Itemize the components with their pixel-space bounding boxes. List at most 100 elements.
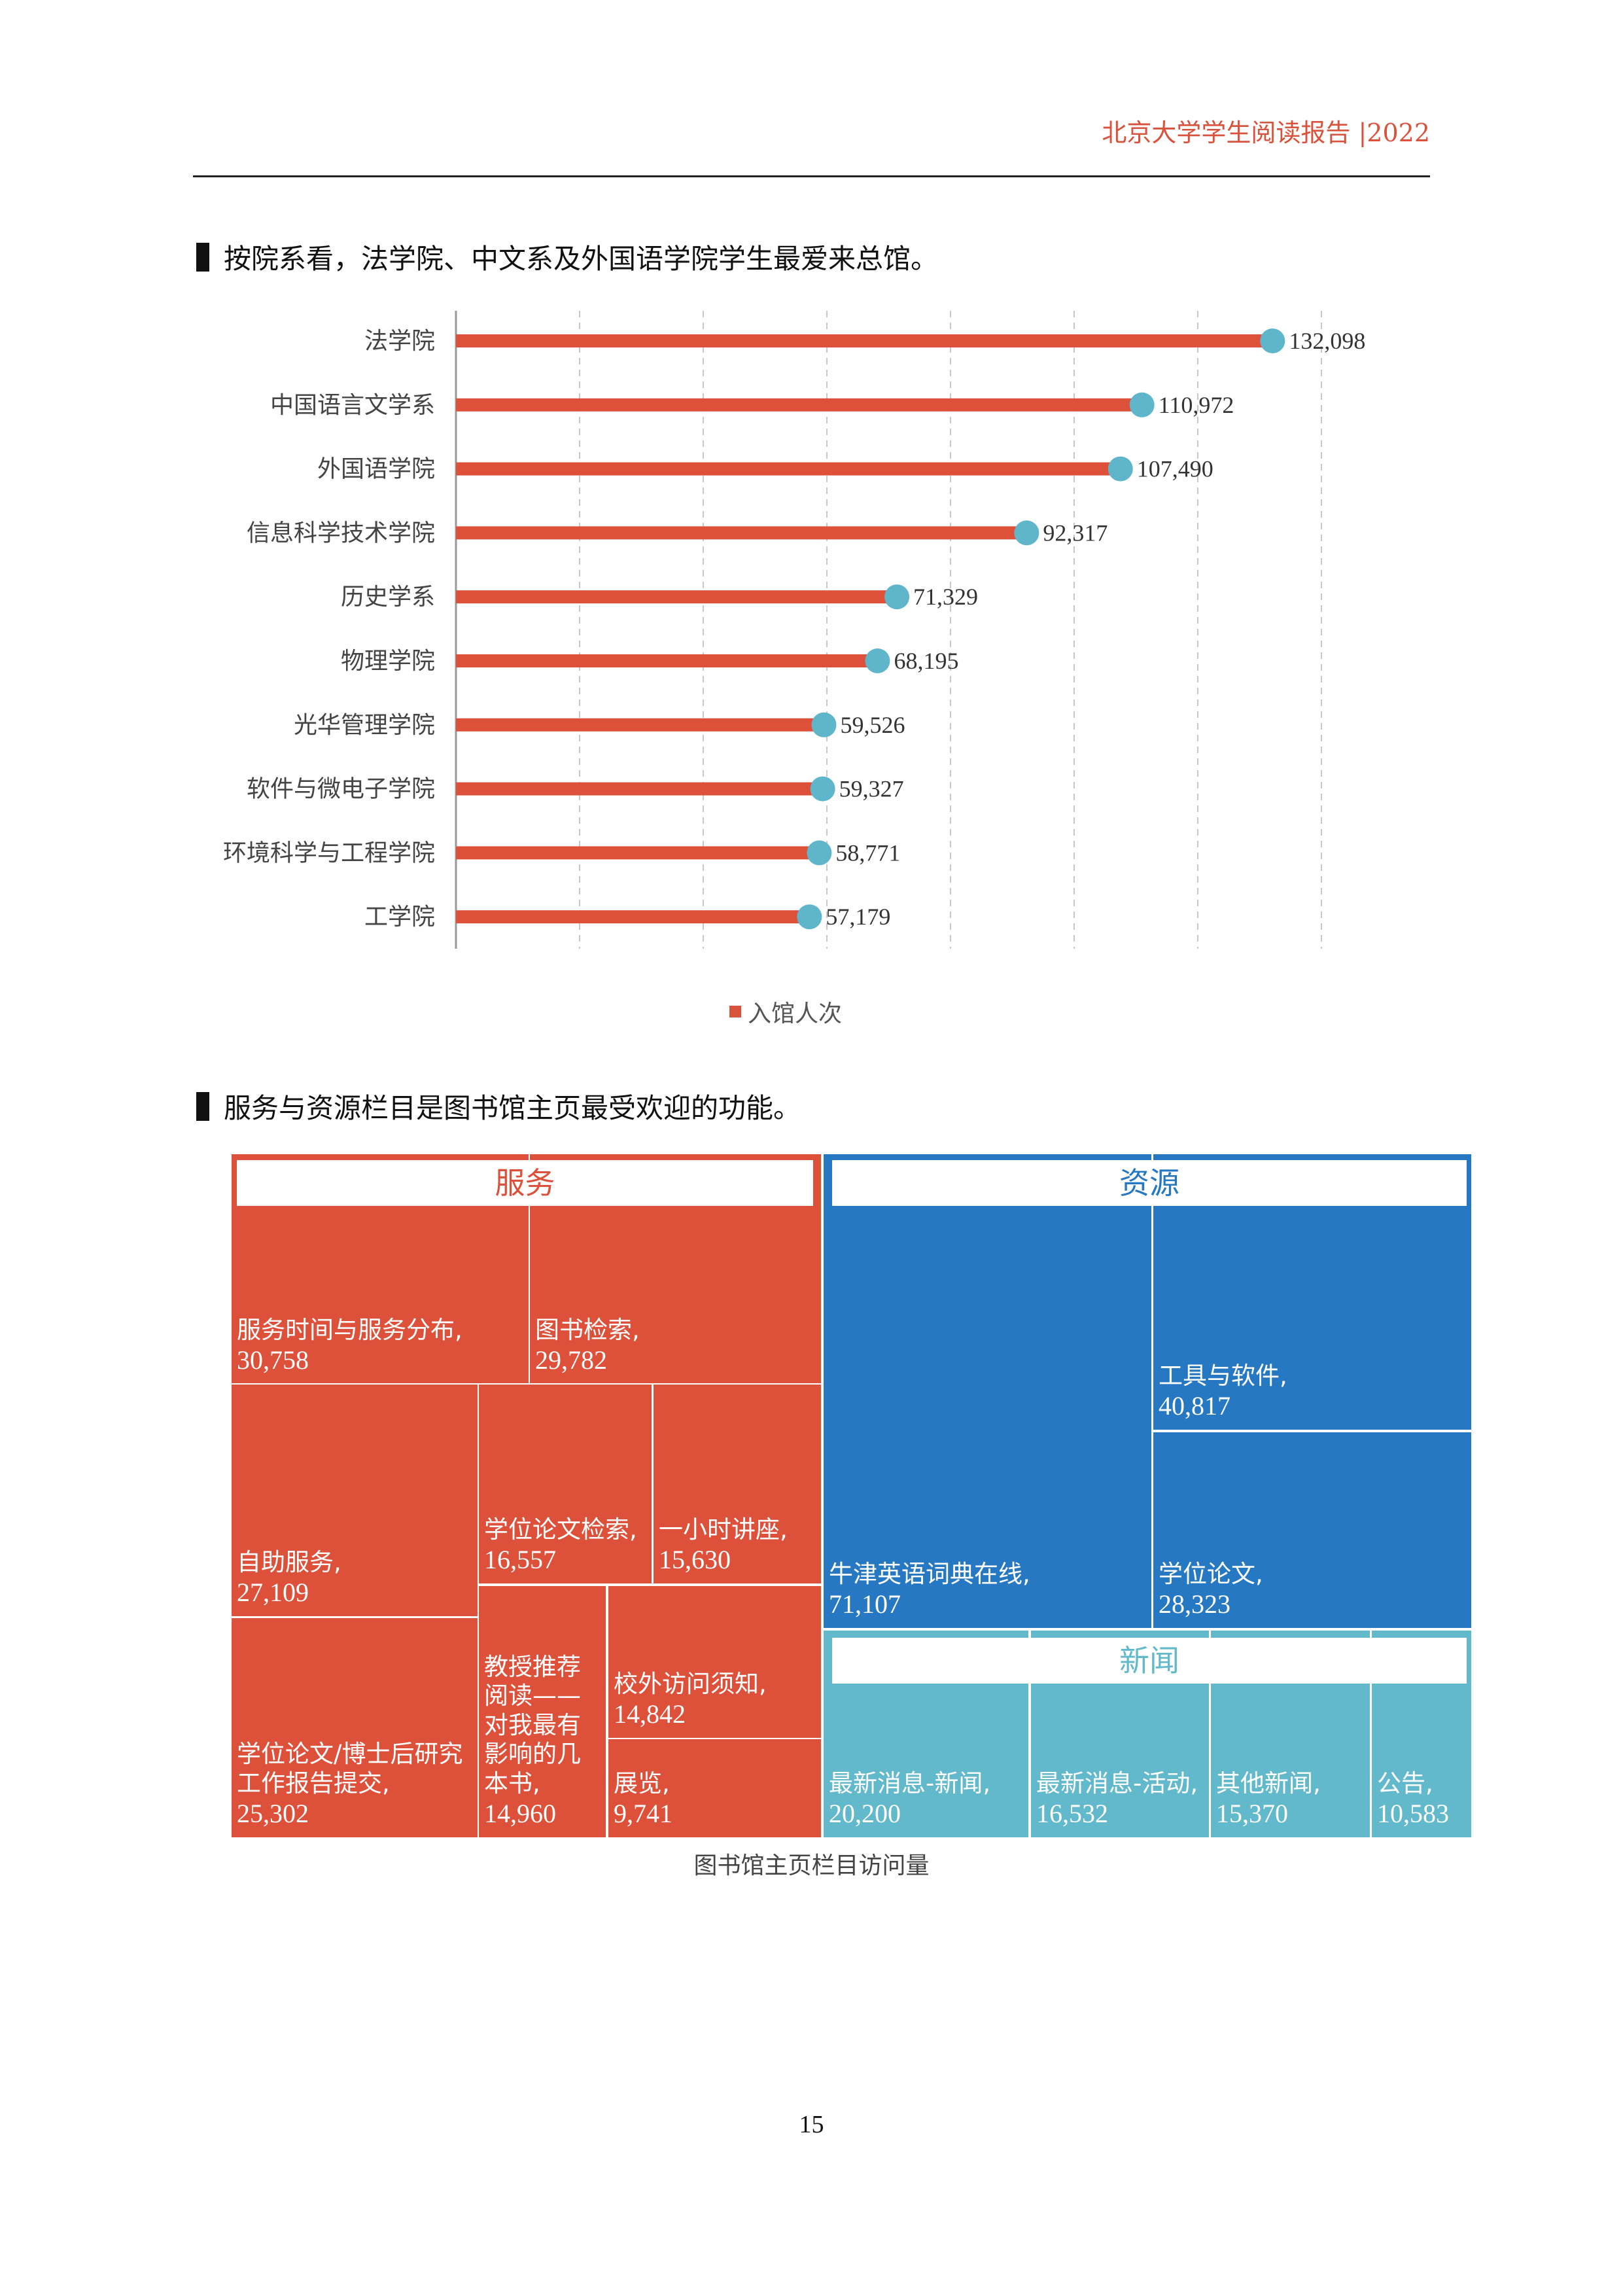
value-label: 71,329 (913, 584, 978, 610)
tile-label: 一小时讲座, 15,630 (659, 1515, 788, 1576)
value-label: 107,490 (1137, 456, 1213, 482)
tile-label: 学位论文/博士后研究工作报告提交, 25,302 (237, 1740, 478, 1829)
bar (456, 590, 898, 604)
category-label: 物理学院 (341, 648, 435, 675)
category-label: 软件与微电子学院 (247, 776, 435, 803)
bar-end-marker (811, 712, 837, 737)
tile-name: 最新消息-活动, (1036, 1769, 1198, 1797)
tile-name: 学位论文, (1159, 1559, 1263, 1588)
tile-value: 71,107 (829, 1589, 901, 1619)
tile-name: 服务时间与服务分布, (237, 1315, 462, 1344)
tile-name: 展览, (614, 1769, 670, 1797)
bar-end-marker (810, 776, 835, 802)
tile-value: 20,200 (829, 1799, 901, 1828)
tile-name: 牛津英语词典在线, (829, 1559, 1030, 1588)
value-label: 59,327 (839, 776, 904, 802)
bar-end-marker (807, 840, 832, 866)
treemap-tile: 教授推荐阅读——对我最有影响的几本书, 14,960 (478, 1585, 607, 1839)
tile-value: 16,557 (484, 1545, 556, 1574)
tile-name: 一小时讲座, (659, 1515, 788, 1544)
tile-value: 15,630 (659, 1545, 731, 1574)
tile-value: 15,370 (1216, 1799, 1288, 1828)
tile-label: 图书检索, 29,782 (535, 1316, 640, 1376)
tile-label: 其他新闻, 15,370 (1216, 1769, 1321, 1829)
tile-value: 25,302 (237, 1799, 309, 1828)
tile-label: 最新消息-活动, 16,532 (1036, 1769, 1198, 1829)
tile-name: 教授推荐阅读——对我最有影响的几本书, (484, 1653, 581, 1797)
tile-value: 14,842 (614, 1699, 686, 1729)
legend-swatch (729, 1006, 741, 1017)
tile-value: 10,583 (1377, 1799, 1449, 1828)
tile-label: 校外访问须知, 14,842 (614, 1670, 767, 1730)
tile-value: 29,782 (535, 1345, 607, 1375)
tile-label: 学位论文检索, 16,557 (484, 1515, 637, 1576)
homepage-treemap: 服务时间与服务分布, 30,758 图书检索, 29,782 自助服务, 27,109 学位… (230, 1153, 1473, 1839)
category-label: 外国语学院 (317, 456, 435, 483)
bar (456, 718, 824, 732)
treemap-group-header: 服务 (237, 1160, 813, 1206)
tile-name: 校外访问须知, (614, 1669, 767, 1698)
report-header-title: 北京大学学生阅读报告 |2022 (1102, 118, 1430, 147)
treemap-tile: 学位论文检索, 16,557 (478, 1383, 653, 1585)
tile-name: 图书检索, (535, 1315, 640, 1344)
treemap-tile: 学位论文/博士后研究工作报告提交, 25,302 (230, 1617, 481, 1839)
tile-label: 服务时间与服务分布, 30,758 (237, 1316, 462, 1376)
treemap-caption: 图书馆主页栏目访问量 (693, 1852, 930, 1879)
tile-label: 牛津英语词典在线, 71,107 (829, 1560, 1030, 1620)
tile-name: 自助服务, (237, 1547, 341, 1576)
tile-label: 展览, 9,741 (614, 1769, 672, 1829)
treemap-tile: 展览, 9,741 (607, 1738, 822, 1839)
value-label: 110,972 (1159, 392, 1234, 418)
heading-marker (196, 242, 209, 272)
tile-value: 9,741 (614, 1799, 672, 1828)
department-bar-chart: 法学院 132,098 中国语言文学系 110,972 外国语学院 107,490 信息科学… (223, 311, 1365, 949)
value-label: 58,771 (835, 839, 900, 866)
tile-name: 最新消息-新闻, (829, 1769, 991, 1797)
tile-name: 学位论文检索, (484, 1515, 637, 1544)
bar (456, 398, 1142, 412)
bar-end-marker (1260, 328, 1285, 353)
bar (456, 334, 1273, 347)
treemap-tile: 自助服务, 27,109 (230, 1383, 481, 1617)
value-label: 57,179 (826, 904, 890, 930)
category-label: 中国语言文学系 (270, 392, 435, 419)
bar (456, 654, 878, 667)
tile-label: 工具与软件, 40,817 (1159, 1362, 1287, 1422)
tile-value: 27,109 (237, 1578, 309, 1607)
tile-value: 16,532 (1036, 1799, 1108, 1828)
tile-name: 学位论文/博士后研究工作报告提交, (237, 1740, 463, 1797)
treemap-tile: 学位论文, 28,323 (1152, 1431, 1473, 1629)
bar-end-marker (1108, 456, 1133, 482)
tile-value: 14,960 (484, 1799, 556, 1828)
value-label: 92,317 (1043, 520, 1108, 546)
value-label: 59,526 (841, 712, 905, 738)
bar-end-marker (865, 648, 890, 673)
bar (456, 910, 810, 924)
treemap-group-header: 新闻 (832, 1638, 1467, 1684)
tile-label: 教授推荐阅读——对我最有影响的几本书, 14,960 (484, 1653, 603, 1829)
section1-heading-text: 按院系看，法学院、中文系及外国语学院学生最爱来总馆。 (224, 243, 939, 275)
tile-name: 公告, (1377, 1769, 1433, 1797)
treemap-group-header: 资源 (832, 1160, 1467, 1206)
section2-heading: 服务与资源栏目是图书馆主页最受欢迎的功能。 (196, 1086, 801, 1126)
category-label: 历史学系 (341, 584, 435, 610)
tile-name: 工具与软件, (1159, 1361, 1287, 1390)
category-label: 法学院 (364, 328, 435, 355)
tile-value: 40,817 (1159, 1391, 1230, 1421)
bar-end-marker (884, 584, 910, 610)
tile-name: 其他新闻, (1216, 1769, 1321, 1797)
bar (456, 846, 820, 860)
bar-end-marker (797, 904, 822, 930)
heading-marker (196, 1091, 209, 1121)
section1-heading: 按院系看，法学院、中文系及外国语学院学生最爱来总馆。 (196, 237, 938, 277)
bar (456, 526, 1027, 540)
category-label: 工学院 (364, 904, 435, 930)
bar (456, 782, 823, 796)
tile-label: 最新消息-新闻, 20,200 (829, 1769, 990, 1829)
bar-end-marker (1129, 392, 1155, 417)
value-label: 132,098 (1289, 328, 1365, 354)
tile-label: 自助服务, 27,109 (237, 1548, 341, 1608)
treemap-tile: 校外访问须知, 14,842 (607, 1585, 822, 1739)
section2-heading-text: 服务与资源栏目是图书馆主页最受欢迎的功能。 (224, 1092, 801, 1124)
value-label: 68,195 (894, 648, 958, 674)
